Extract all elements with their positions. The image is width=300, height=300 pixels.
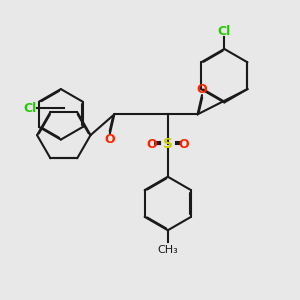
Text: O: O [197,83,207,96]
Text: S: S [163,137,173,151]
Text: Cl: Cl [218,25,231,38]
Text: O: O [146,138,157,151]
Text: O: O [179,138,190,151]
Text: O: O [105,133,115,146]
Text: CH₃: CH₃ [158,244,178,255]
Text: Cl: Cl [23,102,36,115]
